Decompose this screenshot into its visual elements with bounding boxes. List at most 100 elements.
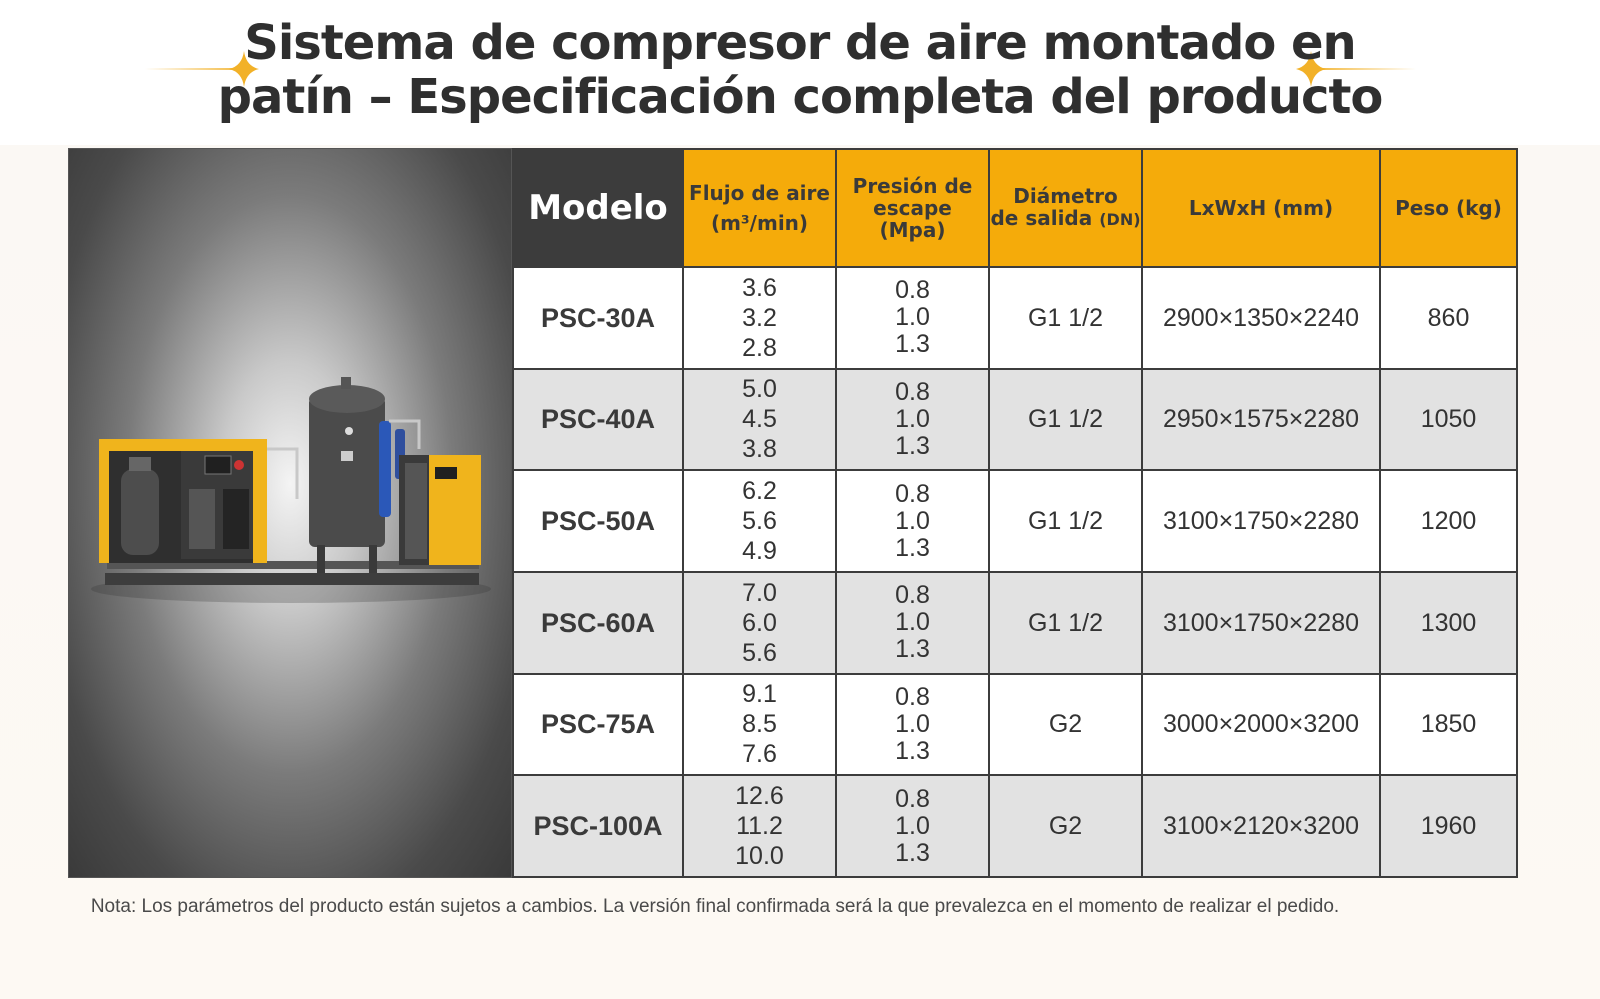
cell-pressure-value: 1.3 [895, 838, 930, 867]
spec-table: Modelo Flujo de aire (m³/min) Presión de… [512, 148, 1518, 878]
cell-pressure-value: 1.0 [895, 608, 930, 637]
col-header-weight: Peso (kg) [1379, 148, 1518, 268]
cell-flow-value: 3.8 [742, 435, 777, 464]
cell-pressure: 0.8 1.0 1.3 [835, 774, 990, 878]
cell-flow-value: 6.0 [742, 608, 777, 637]
cell-model: PSC-75A [512, 672, 684, 777]
cell-pressure-value: 0.8 [895, 784, 930, 813]
cell-weight: 860 [1379, 266, 1518, 370]
cell-model: PSC-40A [512, 367, 684, 472]
cell-pressure-value: 0.8 [895, 479, 930, 508]
col-header-flow: Flujo de aire (m³/min) [682, 148, 837, 268]
cell-dims: 3100×1750×2280 [1141, 570, 1381, 675]
cell-weight: 1850 [1379, 672, 1518, 777]
table-row: PSC-75A 9.1 8.5 7.6 0.8 1.0 1.3 G2 3000×2000×320… [512, 672, 1518, 777]
cell-model: PSC-30A [512, 266, 684, 370]
col-header-diameter-line2: de salida [990, 206, 1093, 230]
cell-pressure: 0.8 1.0 1.3 [835, 367, 990, 472]
cell-flow-value: 2.8 [742, 333, 777, 362]
sparkle-right-icon [1296, 50, 1416, 90]
cell-dims: 3100×2120×3200 [1141, 774, 1381, 878]
cell-weight: 1960 [1379, 774, 1518, 878]
cell-pressure-value: 1.0 [895, 811, 930, 840]
cell-pressure-value: 1.0 [895, 303, 930, 332]
cell-dims: 3100×1750×2280 [1141, 469, 1381, 573]
cell-diameter: G1 1/2 [988, 570, 1143, 675]
table-row: PSC-100A 12.6 11.2 10.0 0.8 1.0 1.3 G2 3100×2120… [512, 774, 1518, 878]
cell-diameter: G2 [988, 672, 1143, 777]
cell-flow-value: 4.5 [742, 405, 777, 434]
cell-flow-value: 8.5 [742, 710, 777, 739]
cell-diameter: G1 1/2 [988, 367, 1143, 472]
cell-flow-value: 7.6 [742, 740, 777, 769]
cell-flow: 7.0 6.0 5.6 [682, 570, 837, 675]
cell-diameter: G1 1/2 [988, 469, 1143, 573]
cell-pressure-value: 1.3 [895, 736, 930, 765]
cell-pressure-value: 1.3 [895, 635, 930, 664]
cell-dims: 2900×1350×2240 [1141, 266, 1381, 370]
col-header-diameter: Diámetro de salida (DN) [988, 148, 1143, 268]
cell-model: PSC-100A [512, 774, 684, 878]
cell-flow-value: 10.0 [735, 842, 784, 871]
cell-pressure: 0.8 1.0 1.3 [835, 469, 990, 573]
cell-flow: 6.2 5.6 4.9 [682, 469, 837, 573]
cell-pressure-value: 1.3 [895, 533, 930, 562]
col-header-model: Modelo [512, 148, 684, 268]
cell-dims: 2950×1575×2280 [1141, 367, 1381, 472]
table-header-row: Modelo Flujo de aire (m³/min) Presión de… [512, 148, 1518, 268]
cell-flow: 9.1 8.5 7.6 [682, 672, 837, 777]
cell-model: PSC-60A [512, 570, 684, 675]
cell-flow: 12.6 11.2 10.0 [682, 774, 837, 878]
cell-weight: 1300 [1379, 570, 1518, 675]
table-row: PSC-30A 3.6 3.2 2.8 0.8 1.0 1.3 G1 1/2 2900×1350… [512, 266, 1518, 370]
cell-flow-value: 4.9 [742, 537, 777, 566]
cell-pressure-value: 1.0 [895, 404, 930, 433]
footnote: Nota: Los parámetros del producto están … [90, 896, 1340, 917]
cell-diameter: G2 [988, 774, 1143, 878]
col-header-pressure-line1: Presión de [852, 174, 973, 198]
title-line-2: patín – Especificación completa del prod… [217, 69, 1384, 125]
cell-pressure: 0.8 1.0 1.3 [835, 672, 990, 777]
col-header-diameter-unit: (DN) [1099, 210, 1141, 229]
cell-flow-value: 5.6 [742, 638, 777, 667]
table-row: PSC-50A 6.2 5.6 4.9 0.8 1.0 1.3 G1 1/2 3100×1750… [512, 469, 1518, 573]
cell-flow-value: 7.0 [742, 578, 777, 607]
cell-pressure-value: 0.8 [895, 581, 930, 610]
cell-flow-value: 5.6 [742, 507, 777, 536]
cell-pressure-value: 1.3 [895, 330, 930, 359]
col-header-pressure: Presión de escape (Mpa) [835, 148, 990, 268]
cell-pressure-value: 0.8 [895, 276, 930, 305]
cell-pressure-value: 0.8 [895, 682, 930, 711]
sparkle-left-icon [145, 50, 265, 90]
compressor-illustration [91, 377, 491, 603]
cell-weight: 1050 [1379, 367, 1518, 472]
col-header-flow-line2: (m³/min) [710, 211, 809, 235]
cell-weight: 1200 [1379, 469, 1518, 573]
cell-pressure: 0.8 1.0 1.3 [835, 266, 990, 370]
table-row: PSC-60A 7.0 6.0 5.6 0.8 1.0 1.3 G1 1/2 3100×1750… [512, 570, 1518, 675]
cell-flow-value: 6.2 [742, 477, 777, 506]
cell-flow: 3.6 3.2 2.8 [682, 266, 837, 370]
cell-flow-value: 3.2 [742, 303, 777, 332]
col-header-diameter-line1: Diámetro [1013, 184, 1118, 208]
cell-dims: 3000×2000×3200 [1141, 672, 1381, 777]
cell-pressure-value: 1.0 [895, 506, 930, 535]
cell-flow-value: 5.0 [742, 375, 777, 404]
col-header-dims: LxWxH (mm) [1141, 148, 1381, 268]
table-row: PSC-40A 5.0 4.5 3.8 0.8 1.0 1.3 G1 1/2 2950×1575… [512, 367, 1518, 472]
col-header-flow-line1: Flujo de aire [689, 181, 830, 205]
cell-pressure: 0.8 1.0 1.3 [835, 570, 990, 675]
cell-model: PSC-50A [512, 469, 684, 573]
page-title: Sistema de compresor de aire montado en … [0, 16, 1600, 124]
cell-pressure-value: 1.3 [895, 431, 930, 460]
cell-pressure-value: 0.8 [895, 377, 930, 406]
product-photo [68, 148, 512, 878]
cell-pressure-value: 1.0 [895, 709, 930, 738]
cell-diameter: G1 1/2 [988, 266, 1143, 370]
cell-flow-value: 3.6 [742, 273, 777, 302]
cell-flow-value: 9.1 [742, 680, 777, 709]
col-header-pressure-line2: escape (Mpa) [873, 196, 952, 242]
cell-flow-value: 12.6 [735, 782, 784, 811]
cell-flow: 5.0 4.5 3.8 [682, 367, 837, 472]
